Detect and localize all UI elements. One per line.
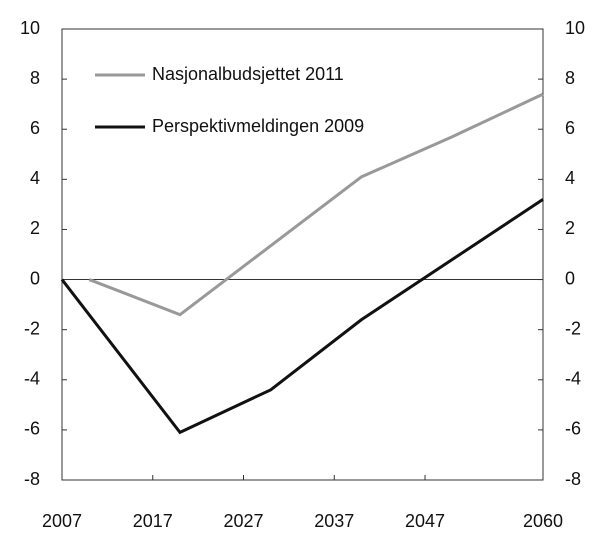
x-tick-label: 2027 [223,511,263,531]
y2-tick-label: -2 [565,318,581,338]
y-tick-label: -6 [24,419,40,439]
series-line [60,198,544,435]
x-tick-label: 2037 [314,511,354,531]
series-line [88,92,544,317]
y-tick-label: 8 [30,68,40,88]
y-tick-label: -8 [24,469,40,489]
y2-tick-label: 6 [565,118,575,138]
x-tick-label: 2047 [405,511,445,531]
y-tick-label: 6 [30,118,40,138]
y2-tick-label: 0 [565,268,575,288]
legend-label: Perspektivmeldingen 2009 [152,116,364,136]
y2-tick-label: -6 [565,419,581,439]
y2-tick-label: 8 [565,68,575,88]
y-tick-label: -2 [24,318,40,338]
x-tick-label: 2060 [523,511,563,531]
y2-tick-label: 4 [565,168,575,188]
y-tick-label: 2 [30,218,40,238]
legend-label: Nasjonalbudsjettet 2011 [152,64,344,84]
y2-tick-label: -8 [565,469,581,489]
y-tick-label: 4 [30,168,40,188]
y2-tick-label: 2 [565,218,575,238]
y-tick-label: 10 [20,18,40,38]
plot-frame [61,28,544,481]
x-tick-label: 2017 [133,511,173,531]
y-tick-label: 0 [30,268,40,288]
y2-tick-label: -4 [565,369,581,389]
y2-tick-label: 10 [565,18,585,38]
y-tick-label: -4 [24,369,40,389]
x-tick-label: 2007 [42,511,82,531]
